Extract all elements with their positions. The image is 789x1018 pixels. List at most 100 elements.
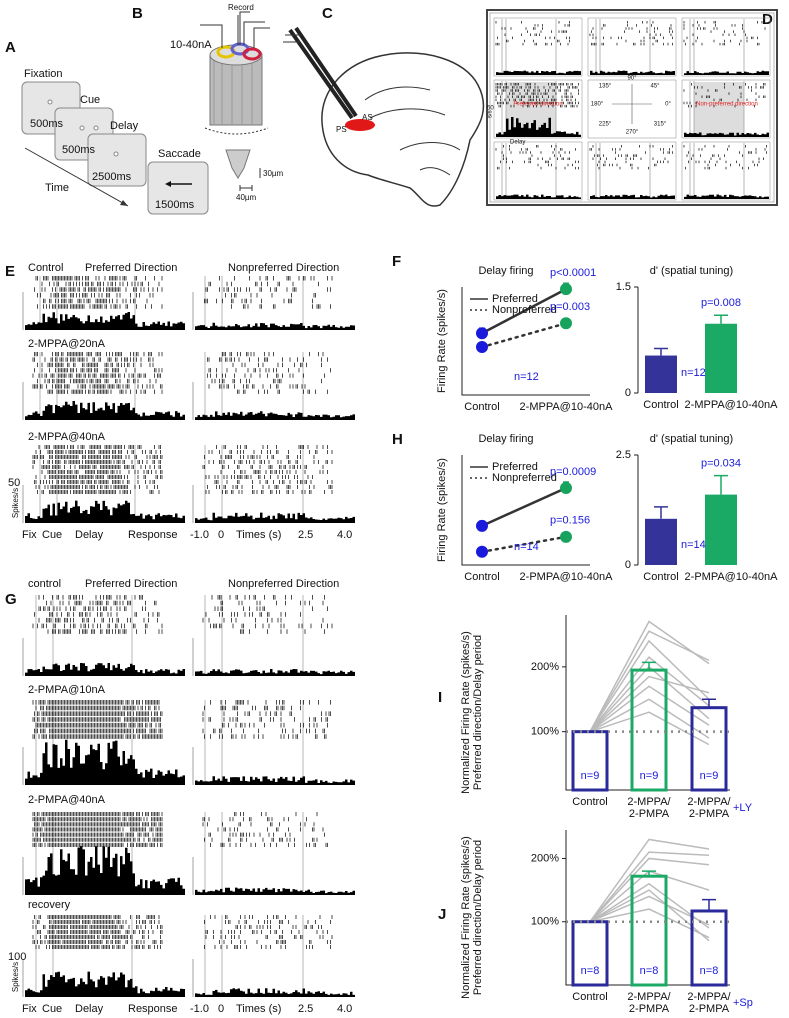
cell	[681, 79, 771, 139]
y-tick-label: 2.5	[616, 449, 631, 461]
x-tick-label: 2-MPPA@10-40nA	[685, 399, 779, 411]
epoch-label: Delay	[75, 1003, 104, 1015]
error-bar	[642, 661, 656, 671]
n-label: n=14	[681, 539, 706, 551]
fixation-dot	[79, 125, 85, 131]
chart-title: d' (spatial tuning)	[650, 433, 733, 445]
scale-value: 50	[8, 477, 20, 489]
duration: 2500ms	[92, 171, 132, 183]
condition-label: control	[28, 578, 61, 590]
panel-label: I	[438, 689, 442, 706]
screen-label: Delay	[110, 120, 139, 132]
x-tick-label: Control	[643, 571, 678, 583]
psth	[25, 663, 185, 676]
preferred-label: Preferred direction	[513, 102, 562, 108]
error-bar	[702, 898, 716, 911]
x-tick-label: 2-PMPA	[689, 808, 730, 820]
cell	[493, 17, 583, 77]
axis	[461, 455, 590, 566]
fixation-dot	[47, 99, 53, 105]
point	[560, 283, 572, 296]
bar-label: n=8	[581, 965, 600, 977]
fixation-dot	[113, 151, 119, 157]
psth	[195, 669, 355, 676]
time-tick: 4.0	[337, 1003, 352, 1015]
brain	[283, 26, 485, 207]
y-axis-label: Preferred direction/Delay period	[472, 840, 484, 995]
psth	[684, 132, 769, 137]
y-axis-label: Firing Rate (spikes/s)	[436, 289, 448, 393]
bar-label: n=9	[640, 770, 659, 782]
raster-spikes	[34, 276, 163, 309]
panel-label: G	[5, 591, 17, 608]
cut-line	[204, 127, 269, 135]
individual-line	[589, 882, 710, 929]
x-tick-label: 2-MPPA@10-40nA	[520, 401, 614, 413]
column-label: Preferred Direction	[85, 262, 177, 274]
legend-label: Nonpreferred	[492, 304, 557, 316]
raster-spikes	[683, 145, 767, 170]
y-tick-label: 100%	[531, 916, 559, 928]
direction-label: 135°	[599, 84, 612, 90]
wires	[200, 11, 270, 48]
electrode-shaft	[288, 26, 358, 120]
cell	[587, 79, 677, 139]
direction-label: 45°	[650, 84, 660, 90]
time-tick: -1.0	[190, 1003, 209, 1015]
x-tick-label: Control	[464, 571, 499, 583]
direction-label: 315°	[654, 122, 667, 128]
legend-label: Preferred	[492, 293, 538, 305]
panel-label: E	[5, 263, 15, 280]
delay-shade	[694, 82, 744, 136]
bar	[705, 494, 737, 565]
individual-line	[589, 851, 710, 923]
x-tick-label: 2-PMPA@10-40nA	[520, 571, 614, 583]
epoch-label: Fix	[22, 529, 37, 541]
x-tick-label: 2-PMPA@10-40nA	[685, 571, 779, 583]
raster-spikes	[495, 145, 579, 170]
psth	[684, 194, 769, 199]
point	[476, 519, 488, 532]
x-tick-label: 2-MPPA/	[687, 991, 731, 1003]
cell	[493, 79, 583, 139]
duration: 500ms	[30, 118, 64, 130]
barrel-ring	[242, 47, 262, 61]
individual-line	[589, 675, 710, 733]
p-value: p=0.0009	[550, 466, 596, 478]
error-bar	[714, 474, 728, 495]
epoch-label: Fix	[22, 1003, 37, 1015]
time-tick: 0	[218, 1003, 224, 1015]
current-label: 10-40nA	[170, 39, 212, 51]
panel-label: A	[5, 39, 16, 56]
raster-spikes	[202, 445, 333, 494]
x-tick-label: 2-MPPA/	[627, 991, 671, 1003]
sulcus-label: PS	[336, 125, 347, 134]
column-label: Nonpreferred Direction	[228, 578, 339, 590]
panel-label: D	[762, 11, 773, 28]
chart-title: d' (spatial tuning)	[650, 265, 733, 277]
series-line	[480, 287, 568, 335]
point	[560, 530, 572, 543]
bar	[705, 323, 737, 393]
point	[476, 341, 488, 354]
raster-spikes	[202, 700, 331, 739]
column-label: Preferred Direction	[85, 578, 177, 590]
chart-title: Delay firing	[478, 433, 533, 445]
time-tick: 0	[218, 529, 224, 541]
scale-label: 50	[487, 106, 494, 112]
axis	[565, 830, 730, 986]
individual-line	[589, 889, 710, 942]
arrow-head	[120, 200, 128, 206]
condition-label: Control	[28, 262, 63, 274]
raster-spikes	[589, 21, 673, 46]
y-axis-label: Normalized Firing Rate (spikes/s)	[460, 836, 472, 999]
raster-spikes	[32, 445, 163, 494]
raster-spikes	[207, 352, 331, 394]
n-label: n=12	[514, 371, 539, 383]
direction-label: 0°	[665, 102, 671, 108]
y-tick-label: 200%	[531, 852, 559, 864]
individual-line	[589, 711, 710, 746]
bar	[645, 518, 677, 565]
cell	[681, 17, 771, 77]
raster-spikes	[32, 700, 163, 739]
